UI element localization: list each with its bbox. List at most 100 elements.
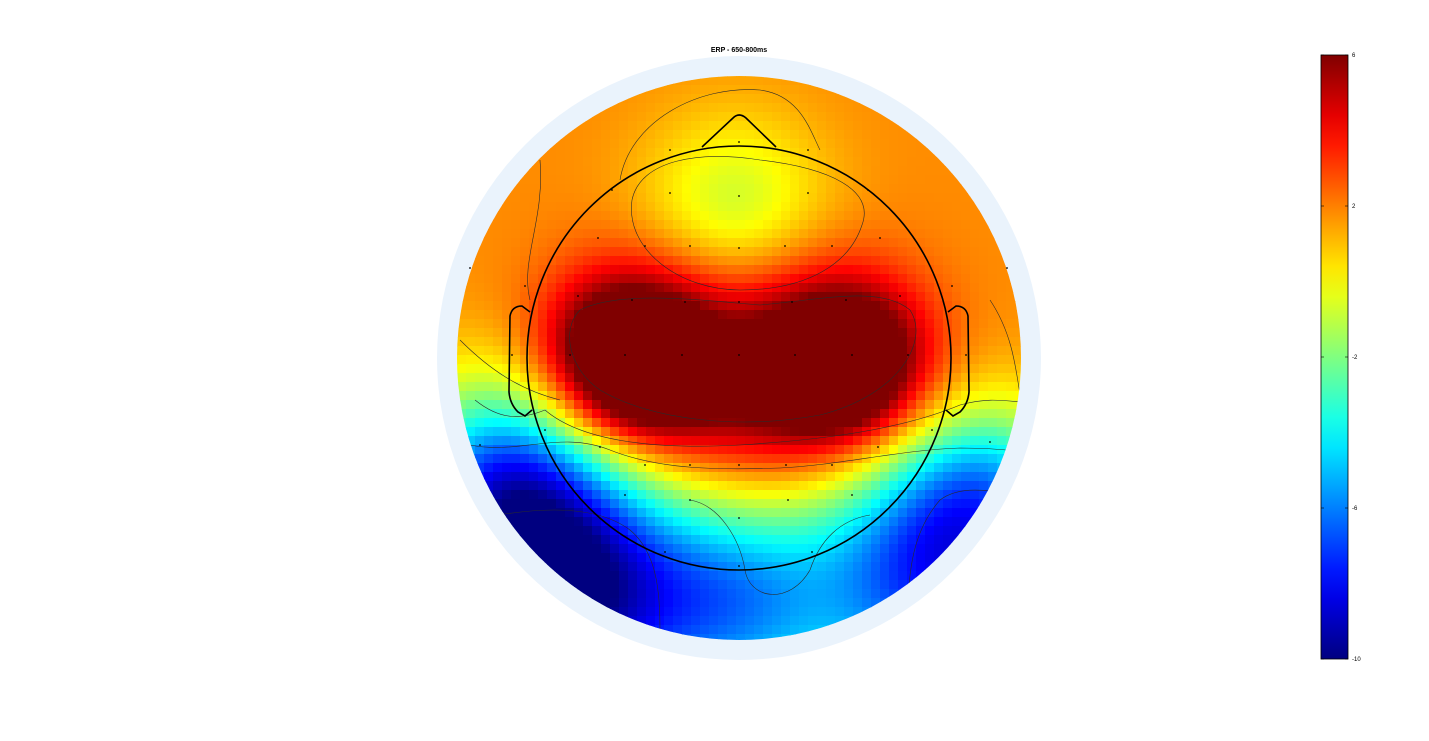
heatmap-cell — [565, 508, 575, 518]
heatmap-cell — [655, 355, 665, 365]
heatmap-cell — [664, 256, 674, 266]
heatmap-cell — [619, 391, 629, 401]
heatmap-cell — [673, 355, 683, 365]
heatmap-cell — [763, 418, 773, 428]
heatmap-cell — [817, 427, 827, 437]
heatmap-cell — [727, 463, 737, 473]
heatmap-cell — [799, 472, 809, 482]
heatmap-cell — [583, 409, 593, 419]
heatmap-cell — [637, 220, 647, 230]
heatmap-cell — [502, 238, 512, 248]
heatmap-cell — [988, 445, 998, 455]
heatmap-cell — [781, 238, 791, 248]
heatmap-cell — [520, 373, 530, 383]
heatmap-cell — [763, 202, 773, 212]
heatmap-cell — [997, 427, 1007, 437]
heatmap-cell — [772, 427, 782, 437]
heatmap-cell — [943, 310, 953, 320]
heatmap-cell — [538, 301, 548, 311]
heatmap-cell — [520, 481, 530, 491]
heatmap-cell — [889, 175, 899, 185]
heatmap-cell — [592, 409, 602, 419]
heatmap-cell — [898, 409, 908, 419]
heatmap-cell — [691, 112, 701, 122]
heatmap-cell — [898, 310, 908, 320]
heatmap-cell — [799, 328, 809, 338]
heatmap-cell — [907, 337, 917, 347]
heatmap-cell — [646, 202, 656, 212]
heatmap-cell — [925, 220, 935, 230]
heatmap-cell — [592, 454, 602, 464]
heatmap-cell — [853, 427, 863, 437]
heatmap-cell — [916, 256, 926, 266]
heatmap-cell — [574, 472, 584, 482]
heatmap-cell — [790, 319, 800, 329]
heatmap-cell — [475, 445, 485, 455]
heatmap-cell — [997, 409, 1007, 419]
heatmap-cell — [898, 139, 908, 149]
heatmap-cell — [655, 130, 665, 140]
heatmap-cell — [1015, 319, 1021, 329]
heatmap-cell — [475, 364, 485, 374]
heatmap-cell — [565, 265, 575, 275]
heatmap-cell — [979, 481, 989, 491]
heatmap-cell — [556, 436, 566, 446]
heatmap-cell — [592, 310, 602, 320]
heatmap-cell — [673, 292, 683, 302]
heatmap-cell — [826, 436, 836, 446]
heatmap-cell — [691, 175, 701, 185]
heatmap-cell — [952, 274, 962, 284]
heatmap-cell — [970, 301, 980, 311]
heatmap-cell — [880, 130, 890, 140]
heatmap-cell — [700, 373, 710, 383]
heatmap-cell — [628, 472, 638, 482]
heatmap-cell — [934, 472, 944, 482]
heatmap-cell — [511, 400, 521, 410]
heatmap-cell — [736, 283, 746, 293]
heatmap-cell — [529, 220, 539, 230]
heatmap-cell — [682, 454, 692, 464]
heatmap-cell — [862, 499, 872, 509]
heatmap-cell — [808, 283, 818, 293]
heatmap-cell — [538, 247, 548, 257]
heatmap-cell — [727, 391, 737, 401]
heatmap-cell — [637, 256, 647, 266]
heatmap-cell — [799, 409, 809, 419]
heatmap-cell — [628, 553, 638, 563]
electrode-dot — [597, 237, 599, 239]
heatmap-cell — [790, 526, 800, 536]
heatmap-cell — [763, 148, 773, 158]
heatmap-cell — [835, 427, 845, 437]
heatmap-cell — [979, 283, 989, 293]
heatmap-cell — [709, 508, 719, 518]
electrode-dot — [689, 245, 691, 247]
heatmap-cell — [763, 256, 773, 266]
heatmap-cell — [655, 112, 665, 122]
heatmap-cell — [655, 184, 665, 194]
heatmap-cell — [709, 274, 719, 284]
heatmap-cell — [772, 265, 782, 275]
heatmap-cell — [637, 391, 647, 401]
heatmap-cell — [961, 337, 971, 347]
heatmap-cell — [781, 130, 791, 140]
heatmap-cell — [646, 301, 656, 311]
heatmap-cell — [898, 175, 908, 185]
heatmap-cell — [610, 157, 620, 167]
heatmap-cell — [475, 283, 485, 293]
electrode-dot — [965, 354, 967, 356]
heatmap-cell — [781, 148, 791, 158]
heatmap-cell — [781, 490, 791, 500]
heatmap-cell — [655, 346, 665, 356]
heatmap-cell — [934, 373, 944, 383]
electrode-dot — [631, 299, 633, 301]
heatmap-cell — [628, 571, 638, 581]
heatmap-cell — [700, 364, 710, 374]
heatmap-cell — [556, 256, 566, 266]
heatmap-cell — [898, 355, 908, 365]
heatmap-cell — [673, 337, 683, 347]
heatmap-cell — [628, 256, 638, 266]
heatmap-cell — [934, 265, 944, 275]
heatmap-cell — [736, 328, 746, 338]
heatmap-cell — [781, 202, 791, 212]
heatmap-cell — [619, 445, 629, 455]
